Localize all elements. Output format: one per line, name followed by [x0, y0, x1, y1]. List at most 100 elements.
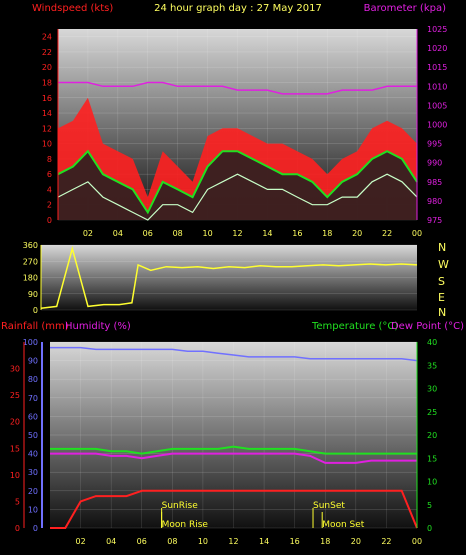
wind-y-tick-label: 22 [42, 48, 52, 57]
barometer-y-tick-label: 1005 [427, 101, 447, 110]
rainfall-line [50, 489, 418, 529]
wind-direction-line [40, 245, 418, 309]
rain-y-tick-label: 10 [10, 471, 20, 480]
temp-x-tick-label: 16 [290, 537, 300, 546]
humidity-y-tick-label: 50 [28, 431, 38, 440]
wind-y-tick-label: 6 [47, 170, 52, 179]
rain-y-tick-label: 0 [15, 524, 20, 533]
humidity-y-tick-label: 20 [28, 487, 38, 496]
humidity-y-tick-label: 80 [28, 375, 38, 384]
rainfall-axis-title: Rainfall (mm) [1, 321, 69, 332]
wind-x-tick-label: 12 [232, 229, 242, 238]
temperature-line [50, 445, 417, 455]
wind-x-tick-label: 10 [202, 229, 212, 238]
humidity-y-tick-label: 40 [28, 450, 38, 459]
wind-x-tick-label: 14 [262, 229, 272, 238]
barometer-y-tick-label: 1025 [427, 25, 447, 34]
wind-y-tick-label: 18 [42, 78, 52, 87]
wind-y-tick-label: 16 [42, 94, 52, 103]
wind-x-tick-label: 22 [382, 229, 392, 238]
temp-y-tick-label: 0 [427, 524, 432, 533]
temp-x-tick-label: 20 [351, 537, 361, 546]
temp-y-tick-label: 30 [427, 385, 437, 394]
barometer-y-tick-label: 1020 [427, 44, 447, 53]
barometer-y-tick-label: 995 [427, 140, 442, 149]
temp-y-tick-label: 25 [427, 408, 437, 417]
direction-plot-area [41, 245, 417, 310]
temperature-axis-title: Temperature (°C) [311, 321, 398, 332]
temp-x-tick-label: 02 [75, 537, 85, 546]
barometer-y-tick-label: 985 [427, 178, 442, 187]
humidity-y-tick-label: 30 [28, 468, 38, 477]
wind-y-tick-label: 12 [42, 124, 52, 133]
temp-y-tick-label: 20 [427, 431, 437, 440]
direction-y-tick-label: 270 [23, 257, 38, 266]
temp-x-tick-label: 04 [106, 537, 116, 546]
wind-x-tick-label: 00 [412, 229, 422, 238]
rain-y-tick-label: 25 [10, 391, 20, 400]
rain-y-tick-label: 15 [10, 444, 20, 453]
barometer-y-tick-label: 975 [427, 216, 442, 225]
wind-x-tick-label: 18 [322, 229, 332, 238]
humidity-y-tick-label: 10 [28, 505, 38, 514]
humidity-axis-title: Humidity (%) [65, 321, 131, 332]
barometer-y-tick-label: 1000 [427, 121, 447, 130]
barometer-y-tick-label: 990 [427, 159, 442, 168]
compass-label-w: W [438, 258, 449, 271]
temp-x-tick-label: 18 [320, 537, 330, 546]
compass-label-n-top: N [438, 241, 446, 254]
rain-y-tick-label: 20 [10, 418, 20, 427]
rain-y-tick-label: 5 [15, 497, 20, 506]
humidity-line [50, 346, 418, 362]
dewpoint-line [50, 452, 417, 464]
direction-y-tick-label: 360 [23, 241, 38, 250]
wind-y-tick-label: 8 [47, 155, 52, 164]
barometer-y-tick-label: 1015 [427, 63, 447, 72]
humidity-y-tick-label: 70 [28, 394, 38, 403]
wind-x-tick-label: 08 [173, 229, 183, 238]
temp-y-tick-label: 35 [427, 361, 437, 370]
humidity-y-tick-label: 60 [28, 412, 38, 421]
wind-y-tick-label: 4 [47, 185, 52, 194]
temp-x-tick-label: 10 [198, 537, 208, 546]
wind-x-tick-label: 04 [113, 229, 123, 238]
barometer-y-tick-label: 980 [427, 197, 442, 206]
humidity-y-tick-label: 0 [33, 524, 38, 533]
wind-y-tick-label: 0 [47, 216, 52, 225]
temp-x-tick-label: 22 [381, 537, 391, 546]
event-label: Moon Rise [162, 520, 209, 530]
wind-y-tick-label: 14 [42, 109, 52, 118]
wind-x-tick-label: 02 [83, 229, 93, 238]
temp-y-tick-label: 5 [427, 501, 432, 510]
temp-y-tick-label: 15 [427, 454, 437, 463]
compass-label-s: S [438, 275, 445, 288]
wind-y-tick-label: 24 [42, 33, 52, 42]
humidity-y-tick-label: 100 [23, 338, 38, 347]
wind-axis-title: Windspeed (kts) [32, 3, 113, 14]
barometer-line [58, 81, 417, 95]
temp-y-tick-label: 10 [427, 478, 437, 487]
wind-y-tick-label: 2 [47, 201, 52, 210]
wind-x-tick-label: 06 [143, 229, 153, 238]
humidity-y-tick-label: 90 [28, 357, 38, 366]
event-label: SunRise [162, 501, 199, 511]
compass-label-n-bottom: N [438, 306, 446, 319]
event-label: SunSet [313, 501, 345, 511]
event-label: Moon Set [322, 520, 365, 530]
barometer-y-tick-label: 1010 [427, 82, 447, 91]
rain-y-tick-label: 30 [10, 365, 20, 374]
wind-x-tick-label: 16 [292, 229, 302, 238]
lull-wind-line [57, 173, 418, 221]
direction-y-tick-label: 90 [28, 290, 38, 299]
direction-y-tick-label: 0 [33, 306, 38, 315]
barometer-axis-title: Barometer (kpa) [364, 3, 446, 14]
temp-x-tick-label: 00 [412, 537, 422, 546]
temp-x-tick-label: 08 [167, 537, 177, 546]
direction-y-tick-label: 180 [23, 274, 38, 283]
temp-x-tick-label: 14 [259, 537, 269, 546]
temp-x-tick-label: 06 [137, 537, 147, 546]
wind-x-tick-label: 20 [352, 229, 362, 238]
dewpoint-axis-title: Dew Point (°C) [391, 321, 464, 332]
